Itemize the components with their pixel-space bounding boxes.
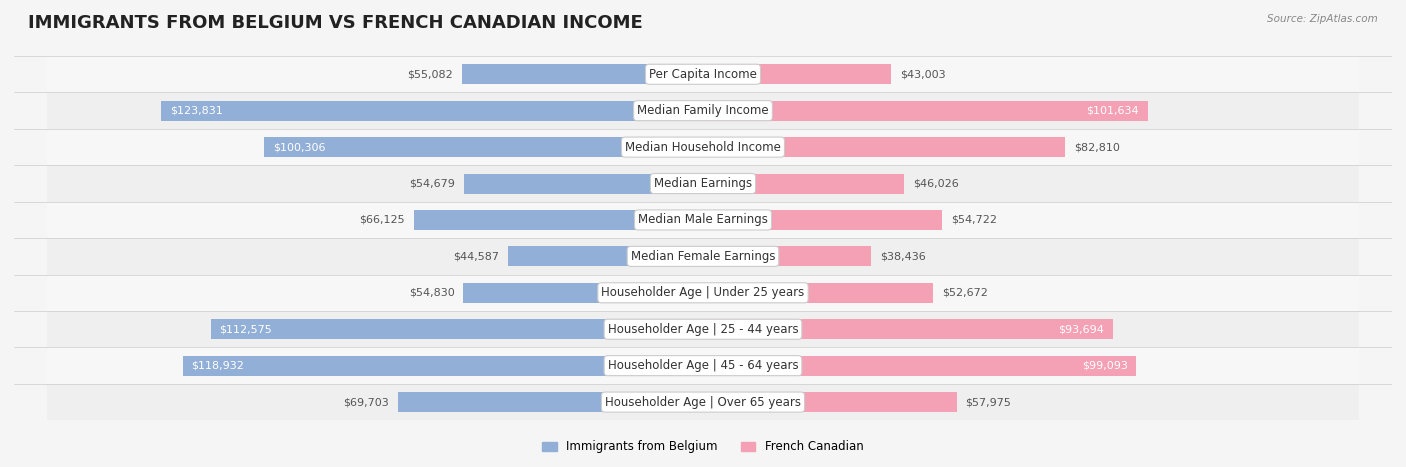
- Bar: [464, 174, 703, 193]
- Bar: [162, 101, 703, 120]
- Bar: [703, 319, 1112, 339]
- Bar: [703, 356, 1136, 375]
- Bar: [46, 311, 1360, 347]
- Bar: [46, 275, 1360, 311]
- Bar: [46, 202, 1360, 238]
- Text: $82,810: $82,810: [1074, 142, 1119, 152]
- Text: Householder Age | 45 - 64 years: Householder Age | 45 - 64 years: [607, 359, 799, 372]
- Bar: [703, 392, 956, 412]
- Bar: [46, 56, 1360, 92]
- Bar: [703, 101, 1147, 120]
- Text: $93,694: $93,694: [1059, 324, 1104, 334]
- Text: IMMIGRANTS FROM BELGIUM VS FRENCH CANADIAN INCOME: IMMIGRANTS FROM BELGIUM VS FRENCH CANADI…: [28, 14, 643, 32]
- Bar: [703, 247, 872, 266]
- Bar: [211, 319, 703, 339]
- Text: $66,125: $66,125: [360, 215, 405, 225]
- Bar: [183, 356, 703, 375]
- Text: $54,722: $54,722: [950, 215, 997, 225]
- Bar: [264, 137, 703, 157]
- Text: Median Earnings: Median Earnings: [654, 177, 752, 190]
- Text: Median Female Earnings: Median Female Earnings: [631, 250, 775, 263]
- Bar: [46, 347, 1360, 384]
- Bar: [413, 210, 703, 230]
- Text: Median Male Earnings: Median Male Earnings: [638, 213, 768, 226]
- Text: $52,672: $52,672: [942, 288, 988, 298]
- Bar: [46, 238, 1360, 275]
- Text: Per Capita Income: Per Capita Income: [650, 68, 756, 81]
- Text: Median Household Income: Median Household Income: [626, 141, 780, 154]
- Text: Median Family Income: Median Family Income: [637, 104, 769, 117]
- Bar: [703, 64, 891, 84]
- Bar: [46, 165, 1360, 202]
- Text: $44,587: $44,587: [453, 251, 499, 262]
- Bar: [46, 92, 1360, 129]
- Text: $54,830: $54,830: [409, 288, 454, 298]
- Bar: [508, 247, 703, 266]
- Bar: [46, 129, 1360, 165]
- Bar: [703, 283, 934, 303]
- Text: Householder Age | 25 - 44 years: Householder Age | 25 - 44 years: [607, 323, 799, 336]
- Legend: Immigrants from Belgium, French Canadian: Immigrants from Belgium, French Canadian: [537, 436, 869, 458]
- Text: $100,306: $100,306: [273, 142, 325, 152]
- Text: Householder Age | Under 25 years: Householder Age | Under 25 years: [602, 286, 804, 299]
- Text: $69,703: $69,703: [343, 397, 389, 407]
- Text: Source: ZipAtlas.com: Source: ZipAtlas.com: [1267, 14, 1378, 24]
- Text: $99,093: $99,093: [1081, 361, 1128, 371]
- Bar: [398, 392, 703, 412]
- Text: $54,679: $54,679: [409, 178, 456, 189]
- Text: $46,026: $46,026: [912, 178, 959, 189]
- Text: $43,003: $43,003: [900, 69, 945, 79]
- Text: $57,975: $57,975: [966, 397, 1011, 407]
- Bar: [463, 64, 703, 84]
- Text: $38,436: $38,436: [880, 251, 925, 262]
- Text: Householder Age | Over 65 years: Householder Age | Over 65 years: [605, 396, 801, 409]
- Bar: [463, 283, 703, 303]
- Text: $112,575: $112,575: [219, 324, 273, 334]
- Text: $101,634: $101,634: [1087, 106, 1139, 116]
- Text: $55,082: $55,082: [408, 69, 453, 79]
- Bar: [703, 210, 942, 230]
- Text: $123,831: $123,831: [170, 106, 222, 116]
- Text: $118,932: $118,932: [191, 361, 245, 371]
- Bar: [703, 174, 904, 193]
- Bar: [46, 384, 1360, 420]
- Bar: [703, 137, 1066, 157]
